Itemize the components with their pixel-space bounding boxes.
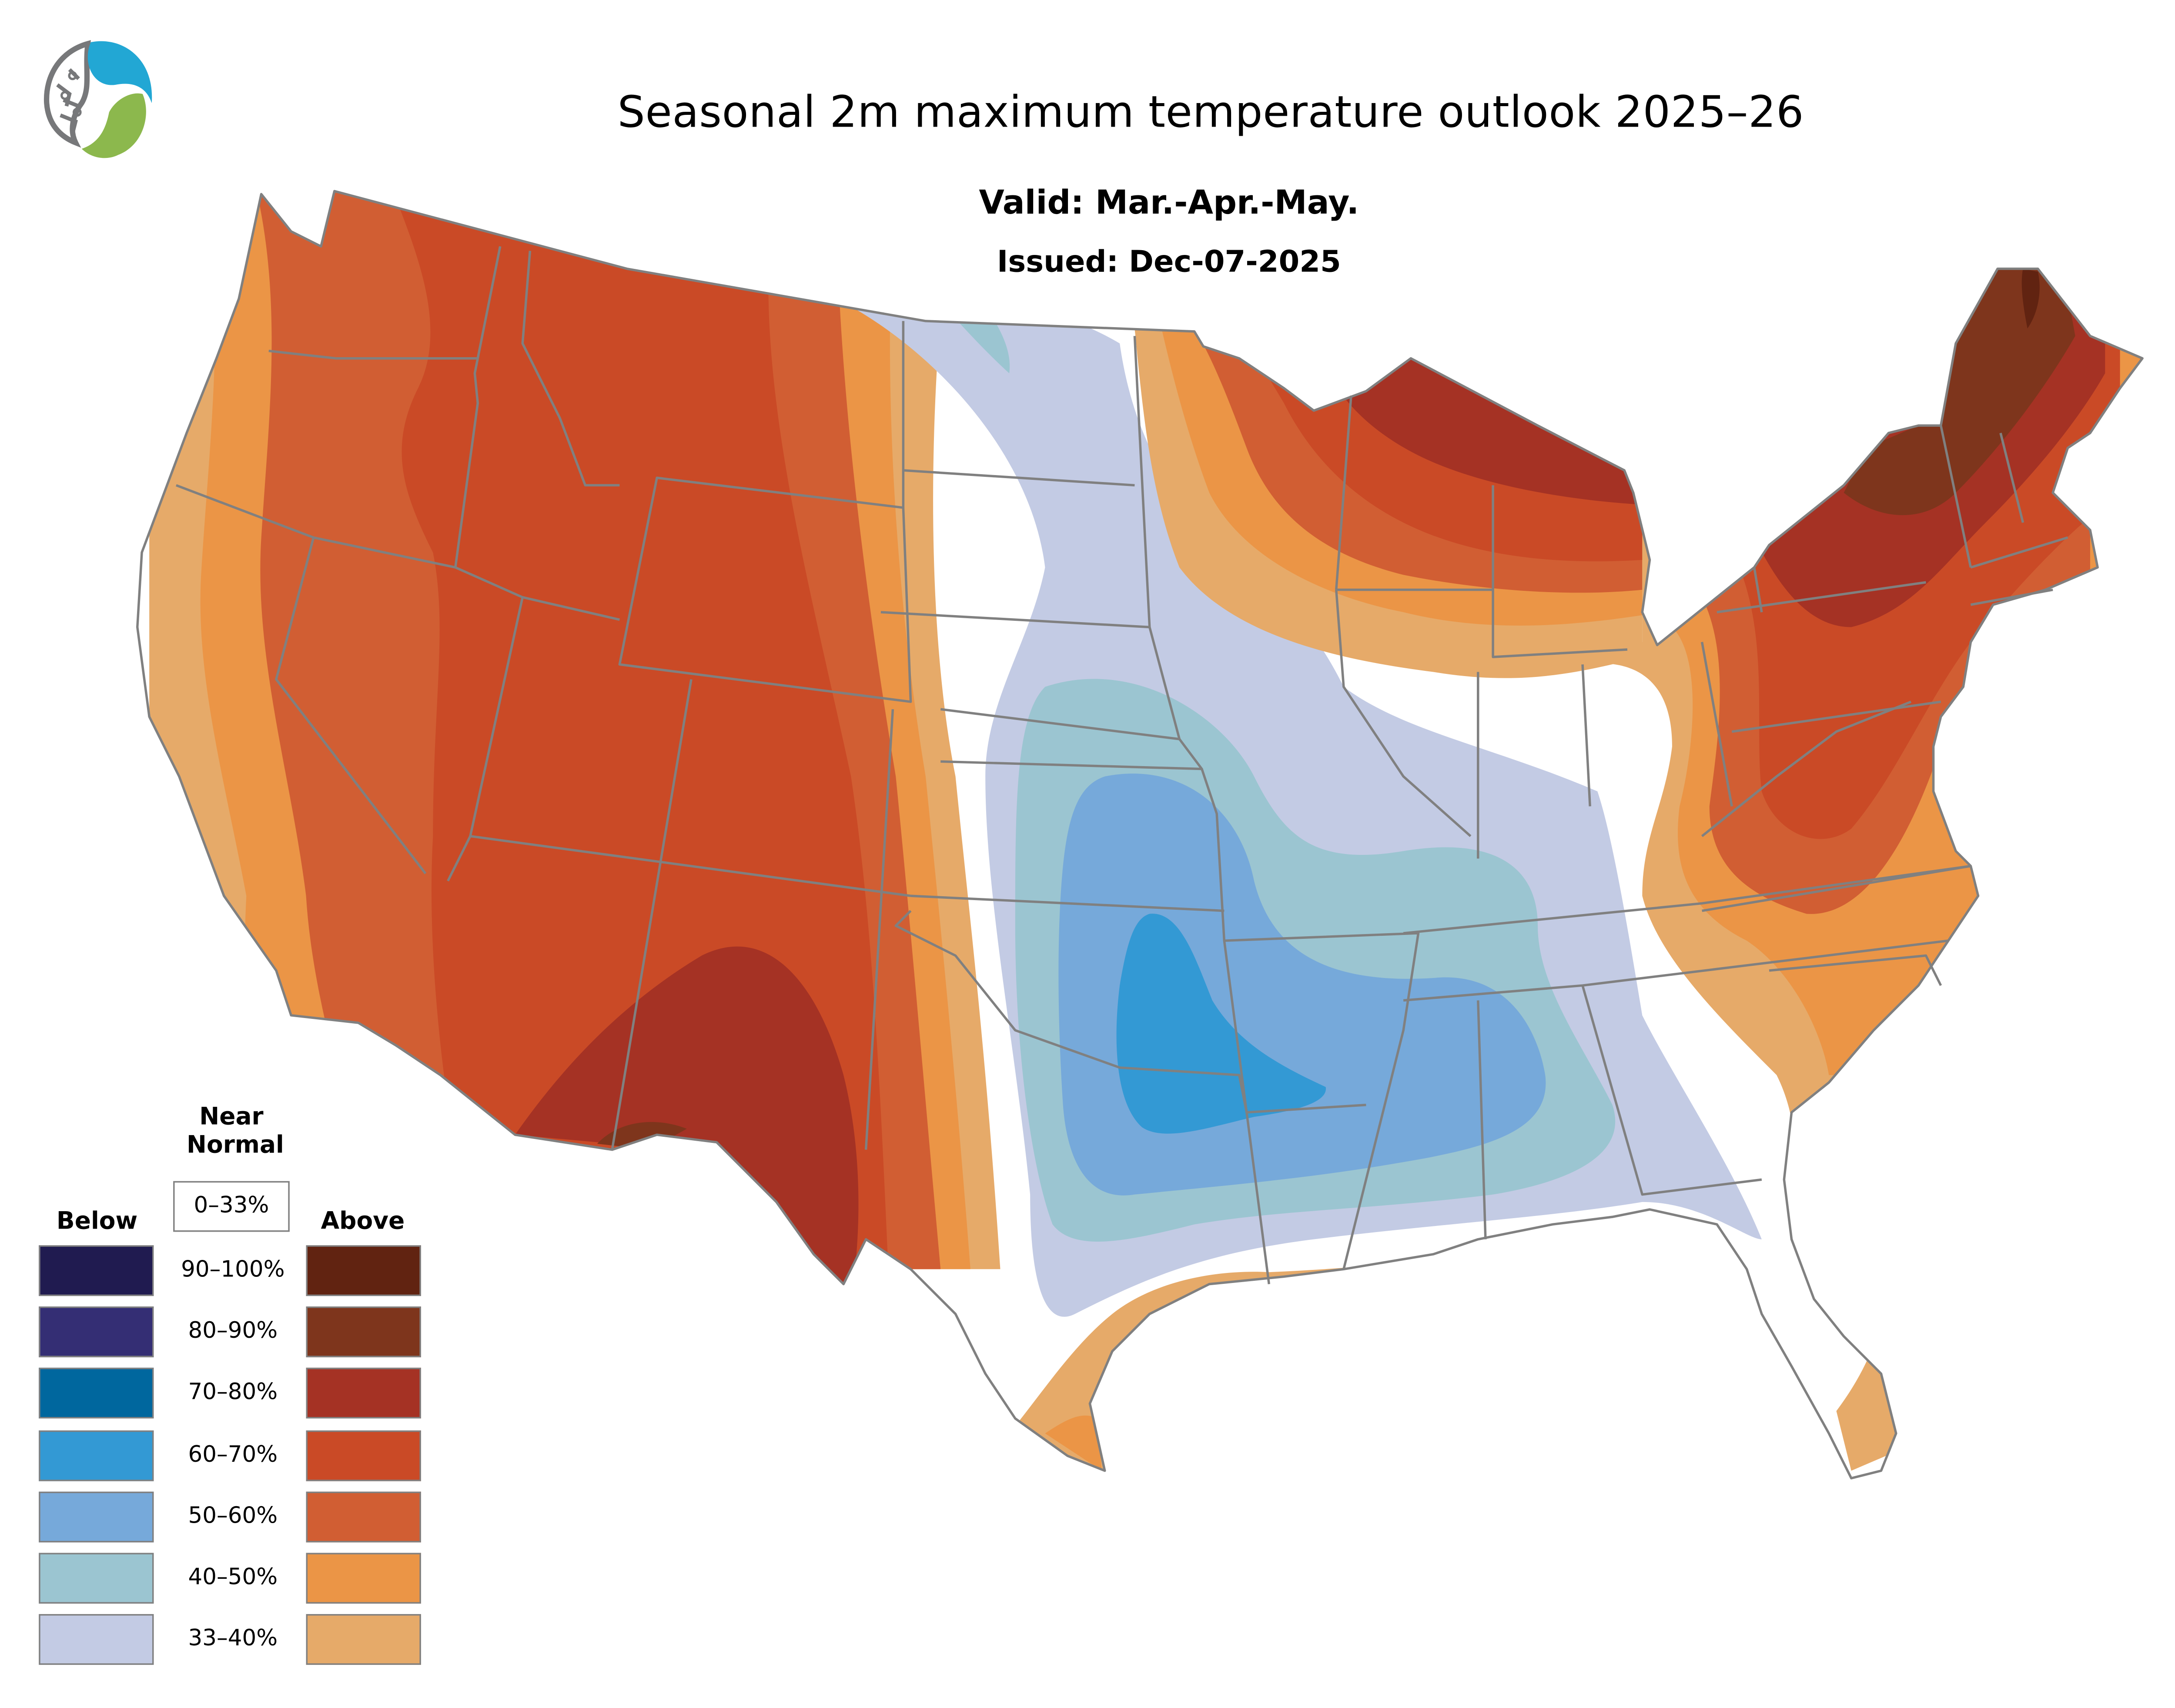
legend-near-normal-label: Near Normal xyxy=(187,1102,284,1159)
border-wy xyxy=(618,476,912,703)
legend-above-heading: Above xyxy=(321,1206,405,1235)
legend-range-label: 40–50% xyxy=(188,1563,278,1591)
legend-swatch-below-1 xyxy=(39,1306,154,1358)
border-new-england xyxy=(1940,425,2068,606)
border-mn-ia-mo xyxy=(1133,336,1271,1284)
probability-legend: Near Normal 0–33% Below Above 90–100% 80–… xyxy=(0,0,448,1708)
legend-swatch-below-4 xyxy=(39,1491,154,1542)
valid-period: Valid: Mar.-Apr.-May. xyxy=(979,185,1359,223)
legend-range-label: 80–90% xyxy=(188,1317,278,1344)
legend-swatch-below-2 xyxy=(39,1368,154,1419)
zone-above-80-90-southwest xyxy=(597,1122,687,1150)
legend-near-normal-heading: Near Normal xyxy=(157,1102,306,1159)
border-ut-co-az-nm xyxy=(470,835,911,897)
border-idaho-west xyxy=(454,246,502,568)
legend-range-label: 90–100% xyxy=(181,1256,285,1283)
legend-swatch-above-0 xyxy=(306,1245,421,1296)
legend-swatch-above-1 xyxy=(306,1306,421,1358)
legend-swatch-above-2 xyxy=(306,1368,421,1419)
legend-range-label: 33–40% xyxy=(188,1624,278,1652)
border-il-in-oh xyxy=(1335,589,1733,859)
us-outline xyxy=(136,190,2144,1480)
border-id-ut-wy xyxy=(455,566,620,621)
legend-near-normal-swatch: 0–33% xyxy=(173,1181,290,1232)
legend-swatch-above-6 xyxy=(306,1614,421,1665)
zone-above-80-90-east xyxy=(1844,254,2075,516)
circuit-water-leaf-logo-icon xyxy=(44,40,152,158)
legend-near-normal-range: 0–33% xyxy=(194,1191,269,1219)
legend-swatch-above-3 xyxy=(306,1430,421,1481)
border-idaho-montana xyxy=(521,251,620,487)
legend-swatch-below-6 xyxy=(39,1614,154,1665)
border-wi-mi xyxy=(1335,395,1628,658)
border-nv-ca xyxy=(275,537,427,874)
organization-logo xyxy=(27,24,179,176)
zone-above-40-50-south-texas xyxy=(1045,1415,1102,1471)
border-va-wv-nc xyxy=(1701,700,1971,986)
zone-below-60-70 xyxy=(1116,914,1326,1134)
map-title: Seasonal 2m maximum temperature outlook … xyxy=(617,87,1804,137)
border-wa-or xyxy=(268,349,478,360)
border-co-nm-vertical xyxy=(611,679,693,1150)
zone-above-90-100-maine xyxy=(2021,268,2040,329)
legend-swatch-below-5 xyxy=(39,1553,154,1604)
legend-swatch-below-3 xyxy=(39,1430,154,1481)
border-nm-tx xyxy=(864,709,894,1150)
legend-range-label: 50–60% xyxy=(188,1501,278,1529)
border-ar-la xyxy=(1224,932,1420,1269)
legend-swatch-below-0 xyxy=(39,1245,154,1296)
border-dakotas xyxy=(880,469,1150,629)
legend-range-label: 70–80% xyxy=(188,1379,278,1406)
state-boundaries xyxy=(136,190,2144,1480)
border-tn-ky xyxy=(1403,864,1971,1002)
legend-below-heading: Below xyxy=(56,1206,138,1235)
border-ms-al-ga xyxy=(1477,985,1762,1239)
legend-swatch-above-4 xyxy=(306,1491,421,1542)
legend-range-label: 60–70% xyxy=(188,1440,278,1467)
border-ok-tx-red-river xyxy=(894,910,1248,1113)
issued-date: Issued: Dec-07-2025 xyxy=(997,243,1341,279)
border-ne-ks-ok xyxy=(910,708,1225,912)
legend-swatch-above-5 xyxy=(306,1553,421,1604)
border-pa-ny xyxy=(1717,567,1941,733)
